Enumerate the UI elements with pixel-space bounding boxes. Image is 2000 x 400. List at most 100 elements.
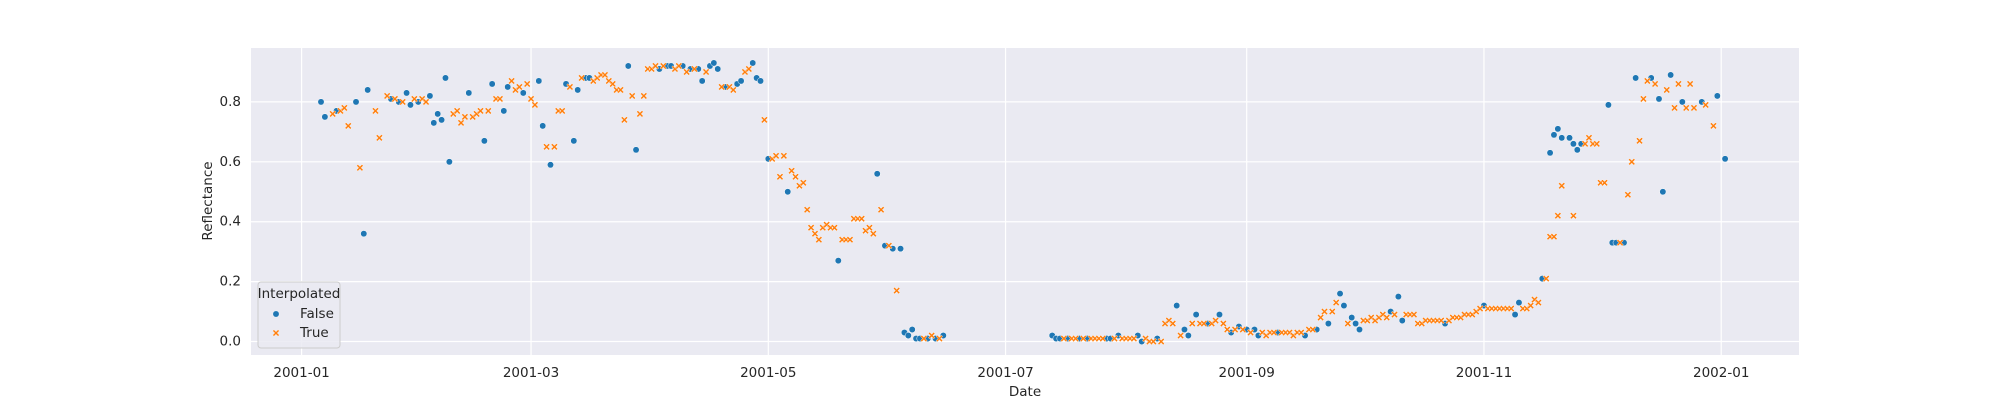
marker-x (601, 71, 609, 79)
marker-dot (904, 332, 912, 339)
marker-x (1639, 95, 1648, 103)
marker-x (1247, 328, 1255, 337)
marker-dot (710, 59, 718, 67)
marker-x (885, 242, 893, 250)
marker-dot (1216, 311, 1223, 319)
marker-dot (897, 245, 904, 253)
marker-x (531, 101, 539, 109)
marker-dot (317, 98, 325, 106)
y-axis-label: Reflectance (200, 161, 216, 240)
marker-dot (1721, 155, 1729, 163)
marker-x (858, 215, 866, 223)
marker-x (484, 107, 492, 115)
marker-x (1690, 104, 1698, 112)
marker-dot (1554, 125, 1562, 133)
marker-x (846, 236, 854, 244)
marker-dot (1394, 293, 1402, 301)
marker-dot (1181, 326, 1188, 333)
x-tick-label: 2001-01 (273, 365, 329, 381)
marker-x (1188, 319, 1196, 328)
marker-dot (1515, 299, 1523, 307)
marker-dot (321, 113, 329, 121)
marker-dot (539, 122, 547, 130)
marker-x (811, 230, 819, 238)
marker-x (1624, 191, 1632, 199)
marker-x (815, 236, 823, 244)
marker-x (457, 119, 465, 127)
marker-dot (1550, 131, 1558, 139)
marker-x (410, 95, 418, 103)
marker-dot (574, 86, 582, 94)
marker-dot (430, 119, 438, 127)
marker-x (383, 92, 391, 100)
marker-x (375, 134, 383, 142)
marker-x (1585, 134, 1593, 142)
marker-x (371, 107, 380, 115)
marker-dot (434, 110, 442, 118)
marker-x (920, 334, 928, 343)
marker-x (1600, 179, 1609, 187)
marker-dot (570, 137, 578, 145)
marker-x (1079, 334, 1087, 343)
marker-x (651, 62, 660, 70)
marker-x (1390, 310, 1399, 319)
marker-x (807, 224, 815, 232)
marker-x (578, 74, 586, 82)
marker-dot (364, 86, 372, 94)
marker-dot (1566, 134, 1573, 142)
marker-dot (1713, 92, 1721, 100)
marker-x (1231, 325, 1239, 334)
marker-x (391, 95, 399, 103)
marker-x (461, 113, 469, 121)
marker-x (1130, 334, 1138, 343)
marker-x (1157, 337, 1165, 346)
marker-dot (1356, 326, 1363, 333)
marker-x (690, 65, 698, 73)
marker-x (675, 62, 683, 70)
marker-dot (426, 92, 434, 100)
marker-dot (1348, 314, 1356, 322)
marker-dot (1604, 101, 1612, 109)
x-tick-label: 2002-01 (1693, 365, 1749, 381)
marker-x (869, 230, 877, 238)
marker-x (356, 164, 364, 172)
marker-x (550, 143, 558, 151)
marker-x (776, 173, 784, 181)
marker-x (1616, 239, 1624, 247)
marker-x (1410, 310, 1418, 319)
marker-dot (535, 77, 543, 85)
marker-x (1297, 328, 1305, 337)
marker-dot (1667, 71, 1675, 79)
marker-dot (1173, 302, 1181, 310)
marker-x (527, 95, 535, 103)
x-tick-label: 2001-03 (503, 365, 559, 381)
marker-x (1682, 104, 1690, 112)
marker-dot (1573, 146, 1581, 154)
marker-dot (1340, 302, 1348, 310)
marker-dot (624, 62, 632, 70)
marker-x (893, 287, 901, 295)
marker-x (1060, 334, 1068, 343)
marker-x (1149, 337, 1157, 346)
legend-title: Interpolated (258, 286, 341, 302)
marker-dot (1546, 149, 1554, 157)
marker-x (1709, 122, 1718, 130)
y-tick-label: 0.4 (220, 214, 241, 230)
marker-dot (784, 188, 792, 196)
marker-x (935, 334, 944, 343)
marker-dot (737, 77, 745, 85)
marker-x (329, 110, 337, 118)
x-tick-label: 2001-11 (1456, 365, 1512, 381)
marker-x (1110, 334, 1119, 343)
marker-dot (519, 89, 527, 97)
marker-x (543, 143, 551, 151)
marker-x (772, 152, 780, 160)
y-tick-label: 0.8 (220, 94, 241, 110)
marker-x (1200, 319, 1208, 328)
marker-dot (445, 158, 453, 166)
marker-x (1550, 233, 1558, 241)
marker-x (1542, 275, 1550, 283)
marker-x (616, 86, 625, 94)
legend: Interpolated False True (257, 281, 341, 349)
